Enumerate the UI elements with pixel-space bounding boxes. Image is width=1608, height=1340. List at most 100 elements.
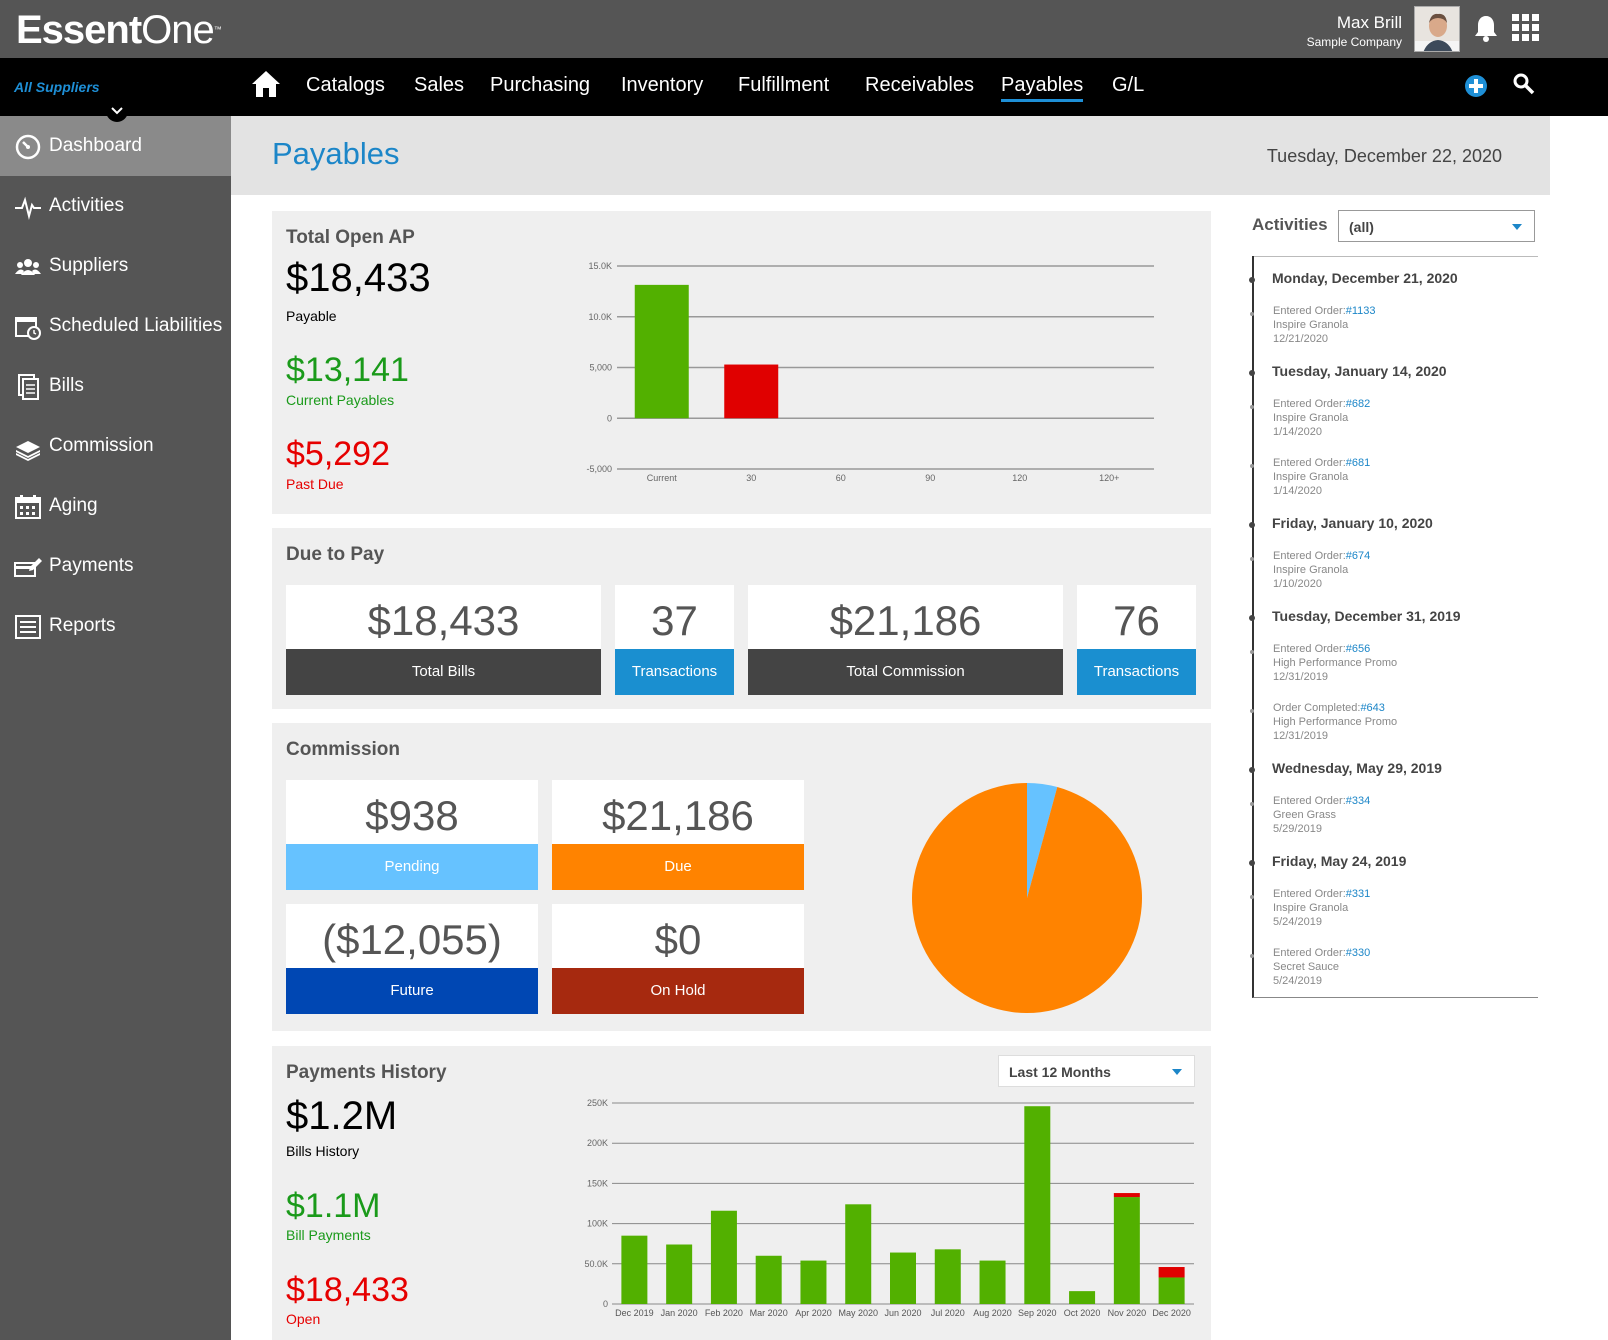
nav-gl[interactable]: G/L [1112, 74, 1145, 96]
search-icon[interactable] [1513, 73, 1535, 100]
entry-date: 1/14/2020 [1273, 485, 1322, 497]
order-link[interactable]: #330 [1345, 947, 1371, 959]
bar [1069, 1291, 1096, 1304]
logo[interactable]: EssentOne™ [16, 8, 222, 52]
total-bills-tile[interactable]: $18,433 Total Bills [286, 585, 601, 695]
sidebar-item-label: Payments [49, 555, 134, 576]
order-link[interactable]: #682 [1345, 398, 1371, 410]
entry-company: Secret Sauce [1273, 961, 1340, 973]
order-link[interactable]: #643 [1360, 702, 1385, 714]
open-label: Open [286, 1311, 321, 1327]
sidebar-item-label: Suppliers [49, 255, 129, 276]
add-icon[interactable] [1464, 74, 1488, 103]
x-tick-label: 60 [836, 473, 846, 483]
order-link[interactable]: #334 [1345, 795, 1371, 807]
bills-transactions-tile[interactable]: 37 Transactions [615, 585, 734, 695]
sidebar-item-reports[interactable]: Reports [0, 596, 231, 656]
on-hold-tile[interactable]: $0 On Hold [552, 904, 804, 1014]
entry-date: 12/21/2020 [1273, 333, 1329, 345]
open-value: $18,433 [286, 1271, 409, 1309]
chevron-down-icon [1172, 1069, 1182, 1075]
order-link[interactable]: #674 [1345, 550, 1371, 562]
entry-company: Green Grass [1273, 809, 1336, 821]
tile-value: $938 [365, 792, 459, 839]
sidebar-item-payments[interactable]: Payments [0, 536, 231, 596]
user-company[interactable]: Sample Company [1306, 35, 1402, 49]
x-tick-label: May 2020 [838, 1308, 878, 1318]
tile-value: $21,186 [829, 597, 982, 644]
bell-icon[interactable] [1474, 14, 1498, 47]
sidebar-item-label: Commission [49, 435, 154, 456]
nav-payables[interactable]: Payables [1001, 74, 1084, 102]
apps-grid-icon[interactable] [1512, 14, 1540, 47]
timeline-date: Monday, December 21, 2020 [1272, 270, 1458, 286]
activities-filter-select[interactable]: (all) [1338, 210, 1535, 242]
avatar[interactable] [1414, 6, 1460, 52]
y-tick-label: -5,000 [586, 464, 612, 474]
nav-receivables[interactable]: Receivables [865, 74, 974, 96]
supplier-dropdown-icon[interactable] [106, 100, 128, 122]
user-name[interactable]: Max Brill [1336, 13, 1402, 32]
total-commission-tile[interactable]: $21,186 Total Commission [748, 585, 1063, 695]
tile-value: $18,433 [367, 597, 520, 644]
tile-value: ($12,055) [322, 916, 502, 963]
entry-action: Entered Order: [1273, 947, 1346, 959]
nav-sales[interactable]: Sales [414, 74, 465, 96]
sidebar-item-bills[interactable]: Bills [0, 356, 231, 416]
x-tick-label: Aug 2020 [973, 1308, 1012, 1318]
bar [666, 1244, 693, 1304]
order-link[interactable]: #1133 [1345, 305, 1376, 317]
period-select-value: Last 12 Months [1009, 1064, 1111, 1080]
x-tick-label: Feb 2020 [705, 1308, 743, 1318]
nav-catalogs[interactable]: Catalogs [306, 74, 385, 96]
period-select[interactable]: Last 12 Months [998, 1055, 1195, 1087]
entry-company: High Performance Promo [1273, 716, 1398, 728]
x-tick-label: 120+ [1099, 473, 1119, 483]
sidebar-item-suppliers[interactable]: Suppliers [0, 236, 231, 296]
main-nav: All Suppliers Catalogs Sales Purchasing … [0, 58, 1608, 116]
future-tile[interactable]: ($12,055) Future [286, 904, 538, 1014]
tile-label: Future [286, 968, 538, 1014]
y-tick-label: 250K [587, 1098, 608, 1108]
due-tile[interactable]: $21,186 Due [552, 780, 804, 890]
report-icon [15, 615, 41, 639]
x-tick-label: Apr 2020 [795, 1308, 832, 1318]
home-icon[interactable] [251, 70, 281, 103]
timeline-entry: Entered Order:#331 Inspire Granola 5/24/20… [1273, 887, 1370, 929]
y-tick-label: 15.0K [588, 261, 612, 271]
bills-history-label: Bills History [286, 1143, 360, 1159]
card-title: Total Open AP [286, 227, 415, 248]
x-tick-label: 90 [925, 473, 935, 483]
activities-title: Activities [1252, 215, 1328, 234]
order-link[interactable]: #656 [1345, 643, 1371, 655]
sidebar-item-scheduled-liabilities[interactable]: Scheduled Liabilities [0, 296, 231, 356]
entry-date: 12/31/2019 [1273, 671, 1329, 683]
commission-transactions-tile[interactable]: 76 Transactions [1077, 585, 1196, 695]
timeline-entry-dot [1250, 895, 1254, 899]
sidebar-item-activities[interactable]: Activities [0, 176, 231, 236]
x-tick-label: Jul 2020 [931, 1308, 965, 1318]
pending-tile[interactable]: $938 Pending [286, 780, 538, 890]
nav-fulfillment[interactable]: Fulfillment [738, 74, 830, 96]
sidebar-item-aging[interactable]: Aging [0, 476, 231, 536]
nav-purchasing[interactable]: Purchasing [490, 74, 591, 96]
sidebar-item-label: Bills [49, 375, 84, 396]
chevron-down-icon [1512, 224, 1522, 230]
order-link[interactable]: #331 [1345, 888, 1371, 900]
money-stack-icon [16, 441, 40, 461]
x-tick-label: Sep 2020 [1018, 1308, 1057, 1318]
bar [634, 284, 689, 419]
nav-inventory[interactable]: Inventory [621, 74, 704, 96]
supplier-filter[interactable]: All Suppliers [14, 79, 100, 95]
timeline-entry: Entered Order:#334 Green Grass 5/29/2019 [1273, 794, 1370, 836]
entry-action: Order Completed: [1273, 702, 1361, 714]
entry-action: Entered Order: [1273, 305, 1346, 317]
top-bar: EssentOne™ Max Brill Sample Company [0, 0, 1608, 58]
sidebar-item-commission[interactable]: Commission [0, 416, 231, 476]
sidebar-item-dashboard[interactable]: Dashboard [0, 116, 231, 176]
timeline-entry: Entered Order:#681 Inspire Granola 1/14/20… [1273, 456, 1370, 498]
entry-action: Entered Order: [1273, 795, 1346, 807]
entry-action: Entered Order: [1273, 888, 1346, 900]
entry-date: 1/10/2020 [1273, 578, 1322, 590]
order-link[interactable]: #681 [1345, 457, 1371, 469]
